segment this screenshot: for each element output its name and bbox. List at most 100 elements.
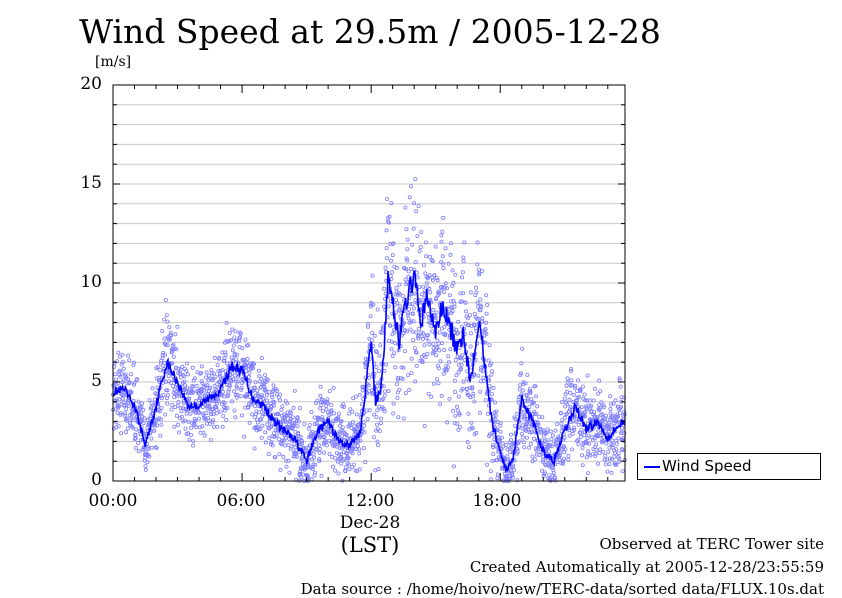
sample-point bbox=[162, 360, 167, 365]
sample-point bbox=[551, 471, 556, 476]
sample-point bbox=[246, 343, 251, 348]
sample-point bbox=[163, 342, 168, 347]
sample-point bbox=[436, 381, 441, 386]
sample-point bbox=[265, 422, 270, 427]
sample-point bbox=[508, 468, 513, 473]
sample-point bbox=[370, 330, 375, 335]
sample-point bbox=[451, 280, 456, 285]
sample-point bbox=[220, 424, 225, 429]
sample-point bbox=[423, 354, 428, 359]
sample-point bbox=[363, 356, 368, 361]
sample-point bbox=[337, 452, 342, 457]
sample-point bbox=[524, 435, 529, 440]
sample-point bbox=[576, 442, 581, 447]
sample-point bbox=[400, 376, 405, 381]
sample-point bbox=[200, 391, 205, 396]
sample-point bbox=[357, 392, 362, 397]
sample-point bbox=[371, 302, 376, 307]
sample-point bbox=[237, 330, 242, 335]
sample-point bbox=[200, 405, 205, 410]
sample-point bbox=[405, 258, 410, 263]
sample-point bbox=[608, 406, 613, 411]
sample-point bbox=[424, 281, 429, 286]
axes-frame bbox=[112, 84, 626, 482]
sample-point bbox=[117, 397, 122, 402]
sample-point bbox=[117, 354, 122, 359]
sample-point bbox=[382, 393, 387, 398]
sample-point bbox=[474, 316, 479, 321]
sample-point bbox=[586, 471, 591, 476]
sample-point bbox=[392, 351, 397, 356]
sample-point bbox=[226, 387, 231, 392]
sample-point bbox=[114, 397, 119, 402]
sample-point bbox=[113, 406, 118, 411]
sample-point bbox=[356, 438, 361, 443]
sample-point bbox=[277, 398, 282, 403]
sample-point bbox=[423, 271, 428, 276]
sample-point bbox=[435, 377, 440, 382]
sample-point bbox=[257, 418, 262, 423]
sample-point bbox=[570, 431, 575, 436]
sample-point bbox=[365, 417, 370, 422]
sample-point bbox=[163, 298, 168, 303]
sample-point bbox=[562, 435, 567, 440]
sample-point bbox=[480, 369, 485, 374]
sample-point bbox=[387, 214, 392, 219]
sample-point bbox=[246, 374, 251, 379]
sample-point bbox=[431, 307, 436, 312]
sample-point bbox=[160, 353, 165, 358]
sample-point bbox=[534, 452, 539, 457]
sample-point bbox=[320, 415, 325, 420]
sample-point bbox=[459, 362, 464, 367]
sample-point bbox=[199, 370, 204, 375]
sample-point bbox=[184, 411, 189, 416]
sample-point bbox=[617, 459, 622, 464]
sample-point bbox=[328, 432, 333, 437]
sample-point bbox=[498, 420, 503, 425]
sample-point bbox=[159, 405, 164, 410]
sample-point bbox=[569, 382, 574, 387]
sample-point bbox=[532, 457, 537, 462]
sample-point bbox=[417, 284, 422, 289]
sample-point bbox=[548, 429, 553, 434]
sample-point bbox=[409, 356, 414, 361]
sample-point bbox=[225, 406, 230, 411]
sample-point bbox=[408, 266, 413, 271]
sample-point bbox=[547, 449, 552, 454]
sample-point bbox=[209, 412, 214, 417]
sample-point bbox=[220, 389, 225, 394]
sample-point bbox=[229, 338, 234, 343]
sample-point bbox=[558, 453, 563, 458]
sample-point bbox=[525, 372, 530, 377]
sample-point bbox=[420, 360, 425, 365]
sample-point bbox=[499, 435, 504, 440]
sample-point bbox=[601, 403, 606, 408]
sample-point bbox=[395, 301, 400, 306]
sample-point bbox=[193, 418, 198, 423]
sample-point bbox=[533, 446, 538, 451]
sample-point bbox=[342, 456, 347, 461]
sample-point bbox=[124, 430, 129, 435]
sample-point bbox=[218, 368, 223, 373]
sample-point bbox=[614, 441, 619, 446]
sample-point bbox=[447, 293, 452, 298]
sample-point bbox=[477, 272, 482, 277]
sample-point bbox=[191, 439, 196, 444]
sample-point bbox=[516, 400, 521, 405]
sample-point bbox=[210, 407, 215, 412]
sample-point bbox=[250, 366, 255, 371]
sample-point bbox=[603, 462, 608, 467]
sample-point bbox=[597, 378, 602, 383]
sample-point bbox=[596, 428, 601, 433]
sample-point bbox=[413, 177, 418, 182]
sample-point bbox=[446, 360, 451, 365]
sample-point bbox=[352, 442, 357, 447]
sample-point bbox=[253, 380, 258, 385]
sample-point bbox=[303, 445, 308, 450]
sample-point bbox=[437, 291, 442, 296]
sample-point bbox=[333, 468, 338, 473]
sample-point bbox=[346, 456, 351, 461]
sample-point bbox=[373, 468, 378, 473]
sample-point bbox=[596, 461, 601, 466]
wind-speed-series bbox=[112, 270, 626, 473]
